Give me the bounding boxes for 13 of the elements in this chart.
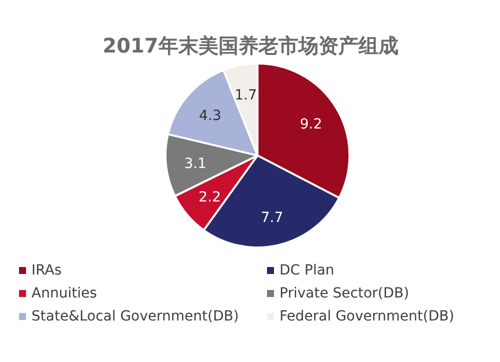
data-label: 4.3 [199,108,222,124]
data-label: 7.7 [260,210,284,226]
legend-label: DC Plan [280,262,334,278]
legend-label: Federal Government(DB) [280,308,454,324]
chart-title: 2017年末美国养老市场资产组成 [102,34,398,58]
legend-label: Private Sector(DB) [280,286,410,302]
data-label: 1.7 [234,88,257,104]
data-label: 3.1 [184,156,206,172]
legend-label: IRAs [32,262,62,278]
legend-label: State&Local Government(DB) [32,308,239,324]
legend-label: Annuities [32,286,97,302]
data-label: 2.2 [198,189,221,206]
data-label: 9.2 [300,116,322,133]
